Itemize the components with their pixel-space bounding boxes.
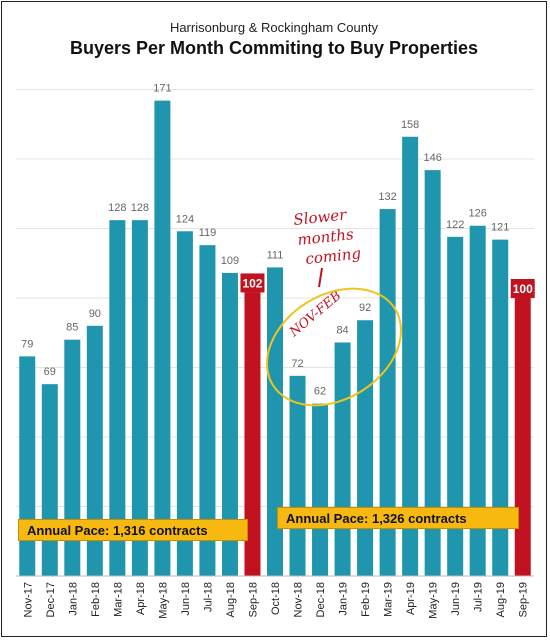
value-label: 111: [267, 249, 284, 261]
bar-jul-18: [199, 245, 216, 576]
x-tick-label: Nov-18: [293, 582, 305, 617]
bar-apr-18: [131, 220, 148, 576]
note-line-3: coming: [305, 244, 362, 268]
x-tick-label: Jan-18: [67, 582, 79, 616]
x-tick-label: Jan-19: [338, 582, 350, 616]
value-label: 62: [314, 386, 326, 398]
bar-jul-19: [469, 225, 486, 576]
bar-dec-17: [41, 384, 58, 576]
value-label: 100: [513, 282, 533, 296]
highlight-circle: [266, 287, 402, 407]
value-label: 90: [89, 308, 101, 320]
x-tick-label: May-18: [157, 582, 169, 619]
bar-feb-19: [357, 320, 374, 576]
x-tick-label: Jul-18: [202, 582, 214, 612]
x-tick-label: Feb-18: [90, 582, 102, 617]
bar-apr-19: [402, 136, 419, 576]
note-arrow-stroke: [318, 267, 323, 288]
x-tick-label: Apr-18: [135, 582, 147, 615]
bar-jan-18: [64, 339, 81, 576]
value-label: 79: [21, 338, 33, 350]
x-tick-label: Nov-17: [22, 582, 34, 617]
bar-nov-17: [19, 356, 36, 576]
bar-may-19: [424, 170, 441, 576]
value-label: 126: [469, 208, 487, 220]
bar-aug-19: [492, 239, 509, 576]
bar-dec-18: [312, 403, 329, 576]
x-tick-label: Mar-18: [112, 582, 124, 617]
value-label: 128: [108, 202, 126, 214]
value-label: 92: [359, 302, 371, 314]
x-tick-label: Mar-19: [383, 582, 395, 617]
value-label: 171: [153, 83, 171, 95]
value-label: 109: [221, 255, 239, 267]
annual-pace-box-1: Annual Pace: 1,316 contracts: [18, 519, 248, 541]
x-tick-label: Oct-18: [270, 582, 282, 615]
value-label: 69: [44, 366, 56, 378]
value-label: 102: [242, 276, 262, 290]
bar-may-18: [154, 100, 171, 577]
value-label: 122: [446, 219, 464, 231]
bar-sep-18: [244, 292, 261, 576]
bar-sep-19: [514, 298, 531, 576]
x-tick-label: Apr-19: [405, 582, 417, 615]
bar-jun-18: [176, 231, 193, 576]
bar-oct-18: [267, 267, 283, 576]
x-tick-label: Sep-19: [518, 582, 530, 617]
value-label: 119: [199, 227, 217, 239]
annual-pace-box-2: Annual Pace: 1,326 contracts: [277, 507, 519, 529]
x-tick-label: Feb-19: [360, 582, 372, 617]
value-label: 84: [336, 324, 348, 336]
x-tick-label: Aug-19: [495, 582, 507, 617]
x-tick-label: Sep-18: [247, 582, 259, 617]
bar-feb-18: [86, 325, 103, 576]
value-label-box: [240, 273, 265, 293]
x-tick-label: Jul-19: [473, 582, 485, 612]
chart-title: Buyers Per Month Commiting to Buy Proper…: [69, 38, 479, 58]
value-label-box: [510, 279, 535, 298]
note-line-1: Slower: [293, 205, 348, 229]
x-tick-label: Jun-19: [450, 582, 462, 616]
value-label: 85: [66, 322, 78, 334]
x-axis-ticks: Nov-17 Dec-17 Jan-18 Feb-18 Mar-18 Apr-18 May-…: [22, 582, 529, 619]
value-label: 128: [131, 202, 149, 214]
handwritten-note: Slower months coming NOV-FEB: [286, 205, 362, 340]
x-tick-label: Dec-18: [315, 582, 327, 617]
bar-mar-18: [109, 220, 126, 576]
value-label: 158: [401, 119, 419, 131]
value-label: 72: [291, 358, 303, 370]
bars: [19, 100, 531, 577]
x-tick-label: Jun-18: [180, 582, 192, 616]
bar-mar-19: [379, 209, 396, 577]
value-label: 132: [378, 191, 396, 203]
bar-aug-18: [221, 272, 238, 576]
x-tick-label: May-19: [428, 582, 440, 619]
x-tick-label: Aug-18: [225, 582, 237, 617]
chart-subtitle: Harrisonburg & Rockingham County: [169, 20, 379, 35]
value-label: 121: [491, 222, 509, 234]
bar-jan-19: [334, 342, 351, 576]
value-label: 124: [176, 213, 194, 225]
x-tick-label: Dec-17: [45, 582, 57, 617]
bar-nov-18: [289, 375, 306, 576]
bar-jun-19: [447, 236, 464, 576]
note-line-2: months: [297, 225, 355, 249]
value-label: 146: [423, 152, 441, 164]
